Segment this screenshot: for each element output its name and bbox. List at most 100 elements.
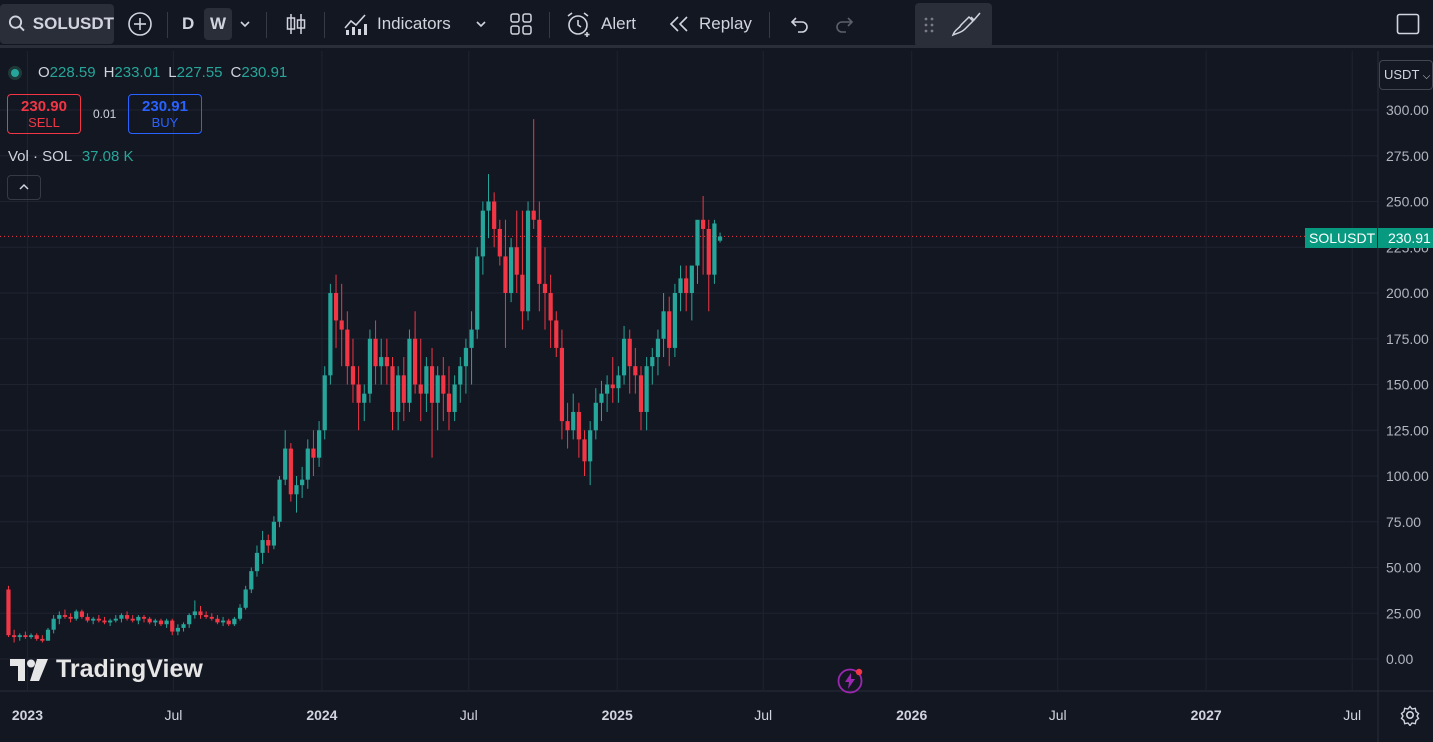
x-tick-label: 2025 [602, 707, 633, 723]
y-tick-label: 25.00 [1386, 605, 1421, 621]
candle-body [96, 618, 101, 621]
candle-body [266, 540, 271, 546]
candle-body [192, 611, 197, 616]
candle [571, 393, 576, 440]
candle-body [136, 616, 141, 621]
candle-body [237, 607, 243, 619]
candle [51, 615, 56, 634]
candle [322, 366, 327, 440]
close-value: C230.91 [230, 64, 288, 81]
redo-button[interactable] [834, 0, 856, 48]
candle [593, 388, 598, 440]
y-tick-label: 250.00 [1386, 194, 1429, 210]
candle [300, 466, 305, 498]
candle [638, 366, 644, 431]
candle [469, 311, 474, 385]
candle-body [288, 448, 293, 495]
candle-body [525, 210, 531, 312]
lightning-button[interactable] [836, 667, 864, 695]
alert-button[interactable]: Alert [565, 0, 636, 48]
buy-button[interactable]: 230.91 BUY [128, 94, 202, 134]
indicators-dropdown[interactable] [474, 0, 488, 48]
ohlc-legend: O228.59 H233.01 L227.55 C230.91 [8, 64, 287, 81]
candle [548, 274, 553, 348]
open-value: O228.59 [38, 64, 96, 81]
candle [384, 338, 389, 385]
candle [435, 366, 440, 431]
candle [170, 618, 175, 636]
candle-body [407, 338, 412, 403]
candle-body [124, 615, 130, 619]
candle [689, 265, 694, 321]
candle [520, 210, 525, 330]
candle [158, 618, 164, 627]
undo-button[interactable] [788, 0, 810, 48]
drag-handle-icon [924, 17, 934, 33]
candle-body [243, 589, 248, 608]
collapse-legend-button[interactable] [7, 175, 41, 200]
candle-body [610, 384, 615, 389]
candle [328, 283, 333, 385]
candle [243, 585, 248, 610]
candle [621, 325, 627, 385]
candle [362, 384, 367, 422]
candle [294, 476, 299, 513]
timeframe-dropdown[interactable] [238, 0, 252, 48]
chart-type-button[interactable] [285, 0, 307, 48]
fullscreen-button[interactable] [1396, 0, 1420, 48]
candle-body [695, 219, 700, 266]
candle [678, 265, 683, 312]
lightning-icon [837, 668, 863, 694]
indicators-button[interactable]: Indicators [343, 0, 451, 48]
candle [91, 616, 96, 625]
candle [441, 357, 446, 422]
price-chart[interactable]: 300.00275.00250.00225.00200.00175.00150.… [0, 51, 1433, 742]
candle [537, 201, 542, 312]
candle-body [661, 311, 666, 339]
candle-body [469, 329, 474, 348]
timeframe-w-button[interactable]: W [204, 0, 233, 48]
timeframe-d-button[interactable]: D [182, 0, 194, 48]
candle-body [204, 615, 209, 617]
candle [333, 274, 339, 348]
compare-button[interactable] [127, 0, 153, 48]
y-tick-label: 0.00 [1386, 651, 1413, 667]
drawing-tools-panel[interactable] [915, 3, 992, 47]
candle [226, 618, 231, 627]
candle-body [582, 439, 587, 462]
candle [712, 219, 717, 284]
separator [266, 12, 267, 38]
candle-body [599, 393, 604, 403]
candle [237, 604, 243, 621]
redo-icon [836, 17, 854, 33]
candle-body [130, 618, 135, 621]
candle-body [412, 338, 418, 385]
replay-button[interactable]: Replay [667, 0, 752, 48]
candle-body [209, 616, 214, 619]
candles-icon [286, 14, 306, 34]
candle [655, 329, 661, 376]
candle [164, 618, 169, 628]
candle [565, 402, 570, 449]
sell-button[interactable]: 230.90 SELL [7, 94, 81, 134]
separator [549, 12, 550, 38]
candle [345, 311, 350, 385]
x-tick-label: Jul [460, 707, 478, 723]
currency-dropdown[interactable]: USDT ⌵ [1379, 60, 1433, 90]
candle [28, 633, 34, 639]
candle-body [17, 635, 22, 638]
top-toolbar: SOLUSDT D W [0, 0, 1433, 48]
candle [650, 347, 655, 385]
symbol-search-button[interactable]: SOLUSDT [0, 4, 114, 44]
candle [113, 615, 118, 623]
volume-value: 37.08 K [81, 148, 134, 165]
high-value: H233.01 [103, 64, 161, 81]
candle-body [260, 540, 265, 553]
replay-label: Replay [699, 14, 752, 33]
candle-body [509, 247, 514, 293]
settings-button[interactable] [1399, 704, 1421, 727]
candle-body [170, 620, 175, 632]
layouts-button[interactable] [509, 0, 533, 48]
candle-body [542, 283, 548, 293]
candle [576, 402, 581, 458]
